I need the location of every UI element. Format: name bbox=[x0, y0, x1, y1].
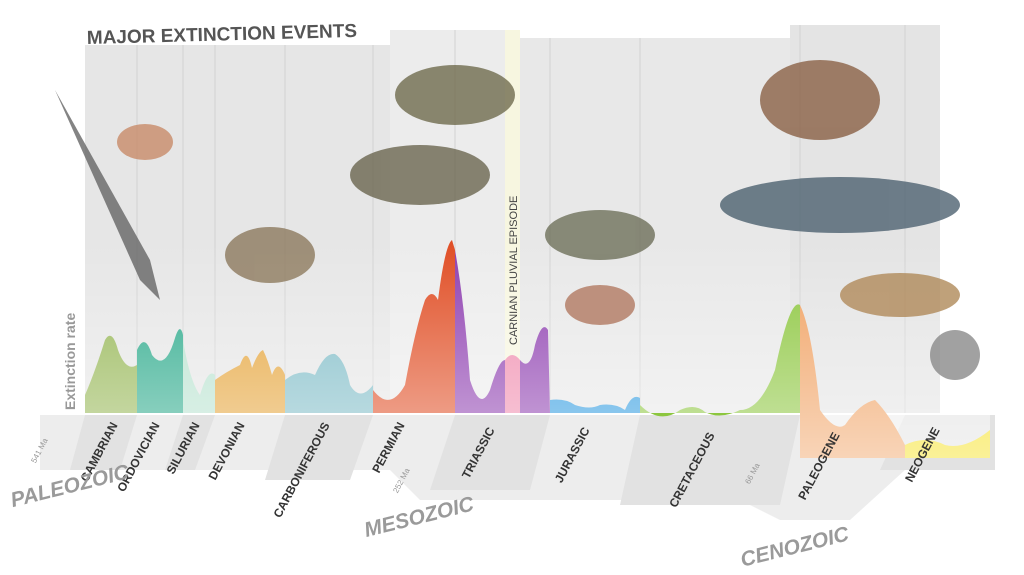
era-label: MESOZOIC bbox=[362, 492, 477, 542]
extinction-curve bbox=[85, 240, 990, 458]
era-label: CENOZOIC bbox=[738, 522, 852, 571]
title: MAJOR EXTINCTION EVENTS bbox=[87, 21, 358, 49]
animal-illustrations bbox=[55, 60, 980, 380]
annotation: CARNIAN PLUVIAL EPISODE bbox=[508, 196, 520, 345]
y-axis-label: Extinction rate bbox=[62, 313, 78, 410]
